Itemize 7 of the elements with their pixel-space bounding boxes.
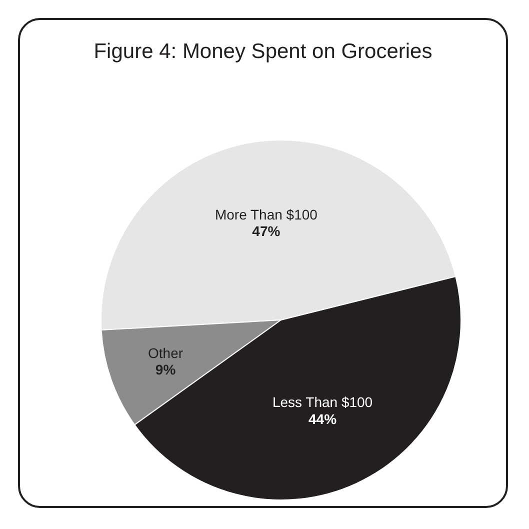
data-label: 9% xyxy=(155,362,176,378)
slice-label: More Than $100 xyxy=(214,206,318,222)
data-label: 44% xyxy=(308,410,338,427)
chart-title: Figure 4: Money Spent on Groceries xyxy=(92,40,434,64)
data-label: 47% xyxy=(252,223,281,240)
slice-label: Less Than $100 xyxy=(272,394,373,410)
slice-label: Other xyxy=(148,344,184,361)
